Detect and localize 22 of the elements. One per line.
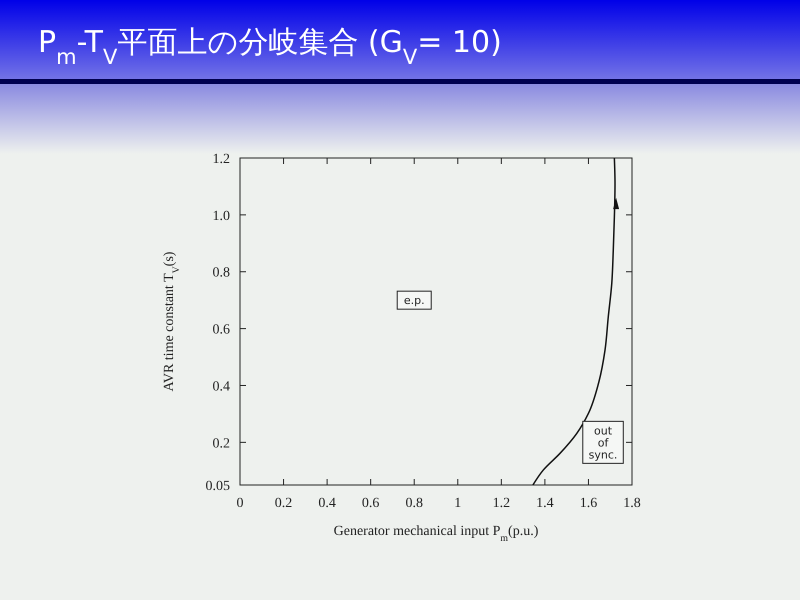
x-tick-label: 0 xyxy=(236,496,244,511)
annotation: out of sync. xyxy=(588,424,618,462)
x-tick-label: 1.6 xyxy=(580,496,598,511)
y-tick-label: 0.8 xyxy=(212,266,230,281)
x-tick-label: 1.2 xyxy=(492,496,510,511)
line-series xyxy=(532,157,616,486)
chart-title: P$_{m}$-T$_{V}$平面上の分岐集合 (G$_{V}$= 10) xyxy=(38,25,502,69)
x-tick-label: 0.4 xyxy=(318,496,336,511)
x-tick-label: 0.2 xyxy=(274,496,292,511)
y-tick-label: 0.2 xyxy=(212,436,230,452)
y-tick-label: 1.2 xyxy=(212,152,230,167)
y-tick-label: 1.0 xyxy=(212,208,230,224)
y-tick-label: 0.6 xyxy=(212,322,230,338)
x-tick-label: 0.6 xyxy=(362,496,380,511)
x-tick-label: 1.8 xyxy=(623,496,641,511)
y-tick-label: 0.4 xyxy=(212,379,230,394)
x-tick-label: 0.8 xyxy=(405,496,423,511)
annotation: e.p. xyxy=(404,294,425,308)
x-axis-title: Generator mechanical input P$_{m}$(p.u.) xyxy=(334,524,539,544)
y-tick-label: 0.05 xyxy=(206,479,230,494)
x-tick-label: 1 xyxy=(454,496,462,511)
x-tick-label: 1.4 xyxy=(536,496,554,511)
